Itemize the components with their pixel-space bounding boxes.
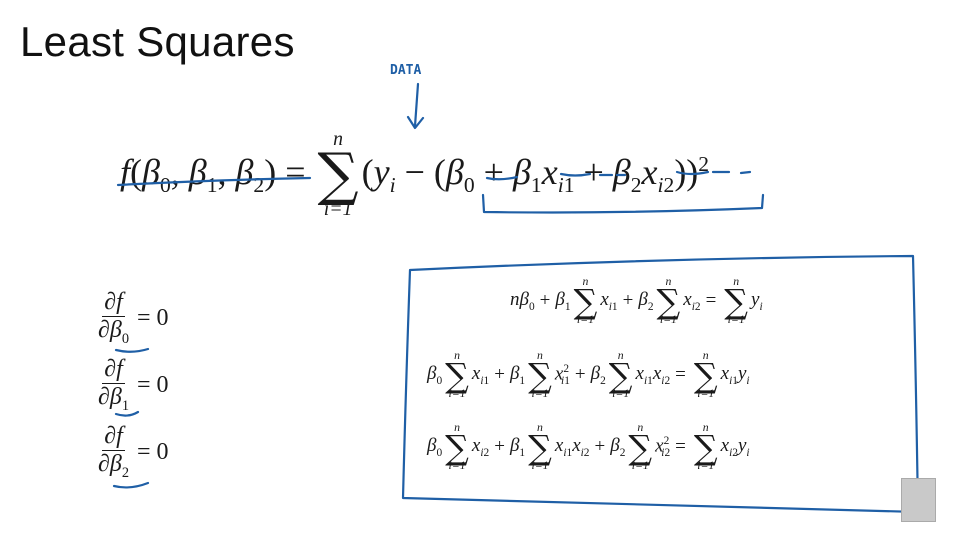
derivative-beta0: ∂f ∂β0 = 0 [98,289,169,347]
slide-title: Least Squares [20,18,295,65]
presenter-thumbnail[interactable] [901,478,936,522]
underline-dbeta0 [114,347,150,353]
derivative-beta2: ∂f ∂β2 = 0 [98,423,169,481]
underline-dbeta2 [112,481,150,489]
data-annotation: DATA [390,63,421,78]
data-arrow-shaft [413,82,420,128]
objective-body: (yi − (β0 + β1xi1 + β2xi2))2 [361,152,710,198]
derivative-beta1: ∂f ∂β1 = 0 [98,356,169,414]
normal-equation-1: nβ0 + β1 n ∑ i=1 xi1 + β2 n ∑ i=1 xi2 = n ∑ i=1 yi [510,275,763,327]
objective-lhs: f(β0, β1, β2) = [120,152,315,198]
normal-equation-3: β0 n ∑ i=1 xi2 + β1 n ∑ i=1 xi1xi2 + β2 n ∑ i=1 x2… [427,421,750,473]
underline-xi2-b [739,170,752,175]
summation: n ∑ i=1 [317,128,359,220]
normal-equation-2: β0 n ∑ i=1 xi1 + β1 n ∑ i=1 x2i1 + β2 n ∑ i=1 xi1x… [427,349,750,401]
data-arrow-head [406,115,425,130]
